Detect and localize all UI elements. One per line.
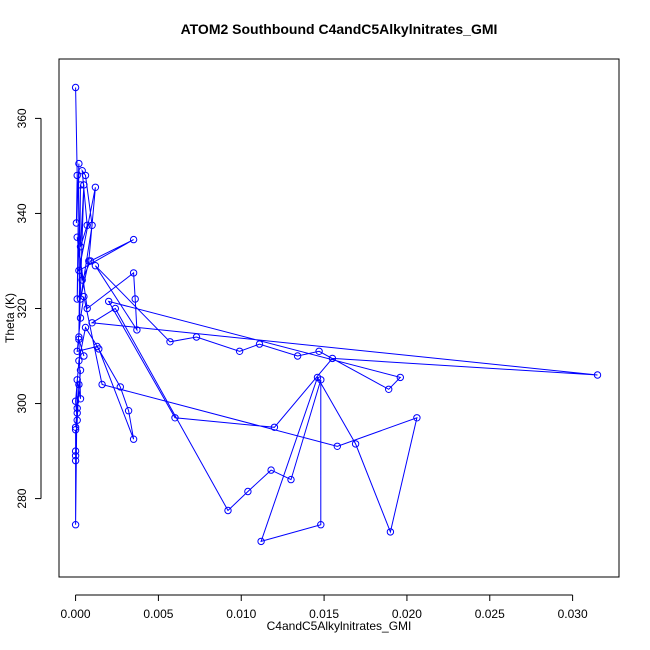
data-point: [73, 409, 81, 417]
data-point: [71, 83, 80, 92]
data-point: [88, 221, 96, 230]
data-point: [75, 266, 83, 275]
data-point: [192, 333, 201, 341]
data-point: [235, 347, 244, 355]
data-point: [71, 423, 80, 431]
chart-title: ATOM2 Southbound C4andC5Alkylnitrates_GM…: [181, 21, 498, 37]
data-point: [257, 537, 265, 546]
y-tick-label: 360: [15, 108, 29, 128]
x-tick-label: 0.005: [143, 607, 173, 621]
data-point: [81, 323, 90, 332]
data-point: [224, 506, 232, 515]
x-tick-label: 0.020: [392, 607, 422, 621]
data-point: [95, 345, 103, 353]
data-point: [73, 376, 81, 384]
data-point: [73, 416, 81, 424]
data-point: [111, 304, 120, 313]
data-point: [88, 319, 96, 327]
data-point: [76, 395, 85, 403]
data-point: [75, 333, 83, 341]
data-point: [71, 456, 80, 465]
data-point: [71, 452, 80, 460]
data-point: [76, 366, 85, 374]
data-point: [333, 442, 341, 450]
data-point: [267, 466, 275, 474]
x-tick-label: 0.015: [309, 607, 339, 621]
x-axis: 0.000 0.005 0.010 0.015 0.020 0.025 0.030: [61, 594, 588, 621]
x-tick-label: 0.030: [558, 607, 588, 621]
data-point: [255, 340, 264, 348]
series-line: [75, 87, 598, 543]
data-point: [293, 352, 302, 360]
data-point: [270, 423, 279, 431]
data-point: [116, 383, 125, 391]
data-point: [413, 414, 421, 422]
data-point: [91, 183, 100, 192]
data-point: [76, 314, 85, 322]
data-point: [593, 371, 602, 379]
data-point: [105, 297, 113, 306]
data-point: [73, 404, 81, 412]
series-group: [71, 83, 602, 546]
data-point: [317, 521, 325, 529]
data-point: [76, 181, 85, 189]
data-point: [328, 354, 337, 363]
y-tick-label: 280: [15, 488, 29, 508]
data-point: [80, 181, 88, 189]
data-point: [81, 171, 90, 180]
data-point: [75, 357, 83, 365]
x-axis-label: C4andC5Alkylnitrates_GMI: [267, 619, 412, 633]
data-point: [91, 262, 100, 270]
data-point: [386, 528, 395, 536]
x-tick-label: 0.000: [61, 607, 91, 621]
data-point: [76, 243, 85, 251]
data-point: [80, 292, 88, 301]
data-point: [133, 326, 141, 334]
data-point: [171, 414, 179, 422]
data-point: [75, 380, 83, 389]
data-point: [98, 380, 106, 389]
data-point: [80, 352, 88, 360]
data-point: [75, 159, 83, 168]
data-point: [244, 487, 252, 496]
y-axis-label: Theta (K): [3, 293, 17, 343]
data-point: [129, 235, 138, 244]
data-point: [129, 269, 138, 277]
data-point: [71, 447, 80, 455]
data-point: [287, 475, 295, 484]
y-tick-label: 340: [15, 203, 29, 223]
data-point: [71, 521, 80, 529]
x-tick-label: 0.025: [475, 607, 505, 621]
data-point: [83, 221, 91, 230]
data-point: [166, 338, 174, 346]
data-point: [396, 373, 404, 382]
y-tick-label: 320: [15, 298, 29, 318]
data-point: [71, 426, 80, 434]
data-point: [86, 257, 95, 265]
x-tick-label: 0.010: [226, 607, 256, 621]
data-point: [313, 373, 322, 382]
data-point: [83, 304, 91, 313]
data-point: [131, 295, 139, 303]
data-point: [124, 407, 133, 415]
data-point: [75, 335, 83, 344]
data-point: [78, 276, 86, 284]
data-point: [351, 440, 360, 448]
y-axis: 280 300 320 340 360: [15, 108, 42, 509]
data-point: [129, 435, 138, 443]
data-point: [385, 385, 393, 393]
data-point: [73, 347, 81, 355]
data-point: [73, 295, 81, 303]
data-point: [72, 219, 81, 227]
plot-frame: [58, 58, 620, 578]
data-point: [73, 171, 81, 180]
y-tick-label: 300: [15, 393, 29, 413]
data-point: [315, 347, 323, 355]
data-point: [73, 233, 81, 241]
